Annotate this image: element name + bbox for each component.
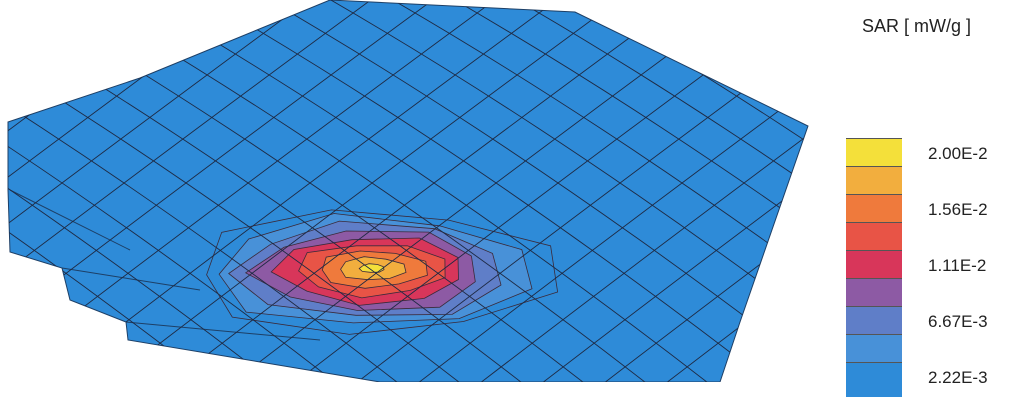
sar-contours bbox=[206, 209, 559, 335]
mesh-line bbox=[295, 0, 808, 382]
mesh-line bbox=[8, 0, 399, 382]
sar-surface-plot bbox=[7, 0, 846, 382]
mesh-line bbox=[85, 0, 647, 382]
mesh-line bbox=[8, 0, 483, 382]
mesh-line bbox=[357, 0, 808, 382]
plate-step-edge bbox=[125, 321, 321, 341]
legend-label: 1.56E-2 bbox=[928, 200, 988, 219]
mesh-line bbox=[395, 0, 808, 382]
mesh-line bbox=[8, 0, 235, 382]
mesh-line bbox=[581, 0, 808, 382]
mesh-line bbox=[419, 0, 808, 382]
mesh-line bbox=[333, 0, 808, 382]
mesh-line bbox=[8, 0, 359, 382]
legend-label: 2.22E-3 bbox=[928, 368, 988, 387]
mesh-line bbox=[8, 0, 337, 382]
mesh-line bbox=[830, 0, 846, 382]
mesh-line bbox=[171, 0, 793, 382]
legend-label: 6.67E-3 bbox=[928, 312, 988, 331]
mesh-line bbox=[643, 0, 808, 382]
legend-label: 2.00E-2 bbox=[928, 144, 988, 163]
mesh-line bbox=[8, 0, 461, 382]
legend-swatch bbox=[846, 362, 902, 397]
mesh-line bbox=[481, 0, 808, 382]
mesh-line bbox=[8, 0, 421, 382]
legend-label: 1.11E-2 bbox=[928, 256, 987, 275]
plate-step-edge bbox=[61, 267, 201, 291]
mesh-line bbox=[8, 0, 297, 382]
mesh-line bbox=[457, 0, 808, 382]
legend-title: SAR [ mW/g ] bbox=[862, 16, 972, 36]
mesh-line bbox=[791, 0, 808, 382]
color-legend: 2.00E-2 1.56E-2 1.11E-2 6.67E-3 2.22E-3 bbox=[846, 138, 1016, 397]
mesh-line bbox=[147, 0, 709, 382]
